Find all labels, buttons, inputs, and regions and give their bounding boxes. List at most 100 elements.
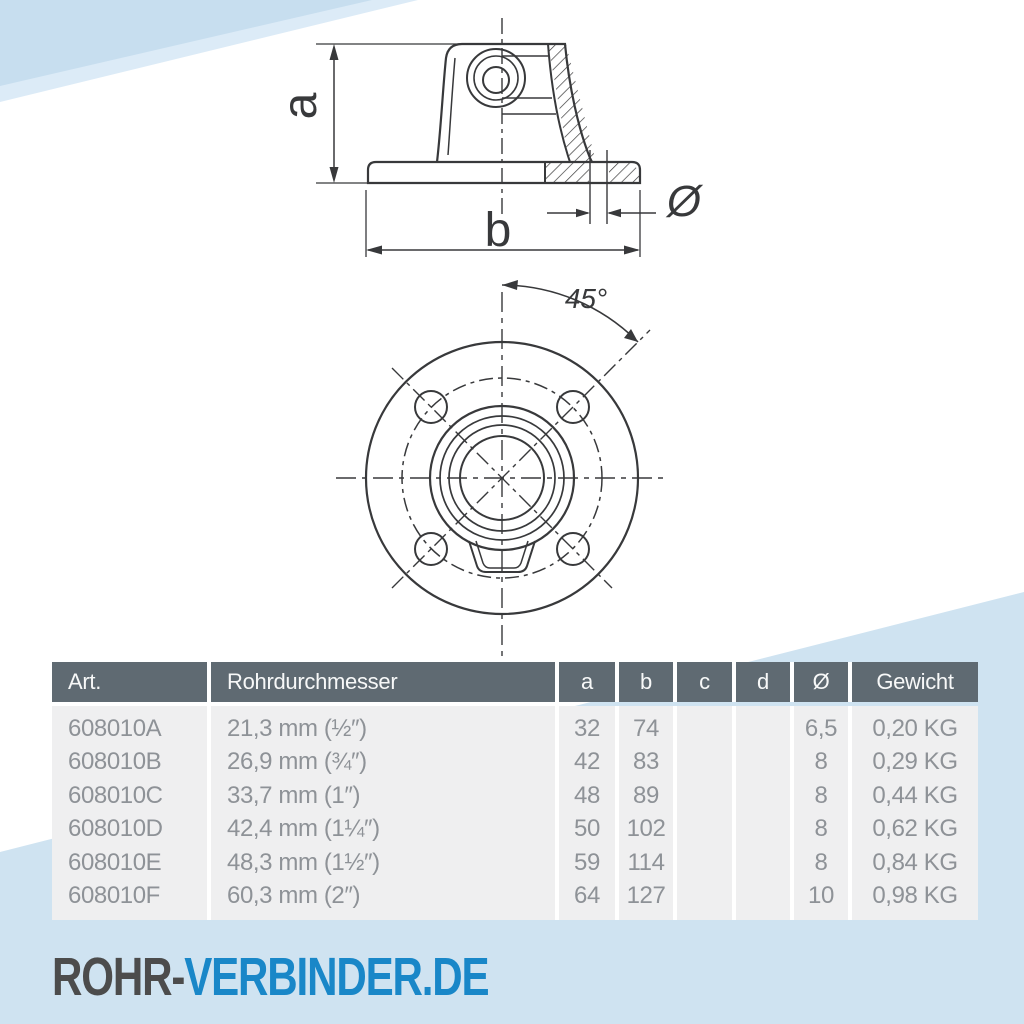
arrow-a-up <box>329 44 339 60</box>
angle-label: 45° <box>565 283 607 314</box>
top-view-drawing: 45° <box>336 280 668 658</box>
size-cell: 60,3 mm (2″) <box>227 882 361 910</box>
section-hatch-slab-left <box>545 163 589 182</box>
spec-table-header: Art. Rohrdurchmesser a b c d Ø Gewicht <box>52 662 978 702</box>
dia-cell: 8 <box>814 748 828 776</box>
column-header-c: c <box>677 662 732 702</box>
side-view-drawing: a b Ø <box>274 18 704 257</box>
column-a: 32 42 48 50 59 64 <box>559 706 615 920</box>
column-header-gewicht: Gewicht <box>852 662 978 702</box>
d-cell <box>736 746 790 780</box>
art-cell: 608010B <box>68 748 162 776</box>
slot-inner-line <box>475 540 529 569</box>
column-header-art: Art. <box>52 662 207 702</box>
a-cell: 48 <box>574 781 600 809</box>
weight-cell: 0,29 KG <box>872 748 958 776</box>
column-c <box>677 706 732 920</box>
b-cell: 89 <box>633 781 659 809</box>
size-cell: 42,4 mm (1¼″) <box>227 815 380 843</box>
eye-hole-arc <box>482 66 510 94</box>
arrow-b-right <box>624 245 640 255</box>
logo: ROHR-VERBINDER.DE <box>52 946 490 1007</box>
c-cell <box>677 880 732 914</box>
a-cell: 50 <box>574 815 600 843</box>
socket-inner-right-wall <box>547 43 571 163</box>
dia-cell: 10 <box>808 882 834 910</box>
dim-label-b: b <box>485 204 512 257</box>
art-cell: 608010C <box>68 781 163 809</box>
dim-label-a: a <box>274 92 327 119</box>
dia-cell: 8 <box>814 848 828 876</box>
arrow-dia-right <box>607 208 621 218</box>
column-header-b: b <box>619 662 673 702</box>
size-cell: 26,9 mm (¾″) <box>227 748 367 776</box>
column-dia: 6,5 8 8 8 8 10 <box>794 706 848 920</box>
flange-base-outline <box>366 160 642 185</box>
eye-mid-arc <box>473 55 519 101</box>
c-cell <box>677 846 732 880</box>
a-cell: 32 <box>574 714 600 742</box>
bolt-hole-bottom-left <box>414 532 448 566</box>
section-hatch-slab-right <box>609 163 639 182</box>
size-cell: 33,7 mm (1″) <box>227 781 361 809</box>
column-header-dia: Ø <box>794 662 848 702</box>
bolt-hole-top-right <box>556 390 590 424</box>
column-header-d: d <box>736 662 790 702</box>
arrow-dia-left <box>576 208 590 218</box>
socket-boss-outline <box>435 42 593 163</box>
slot-outline <box>468 540 536 573</box>
a-cell: 59 <box>574 848 600 876</box>
column-header-a: a <box>559 662 615 702</box>
eye-outer-arc <box>466 48 526 108</box>
column-size: 21,3 mm (½″) 26,9 mm (¾″) 33,7 mm (1″) 4… <box>211 706 555 920</box>
angle-dim-arc <box>501 284 639 343</box>
logo-verbinder: VERBINDER.DE <box>184 947 489 1007</box>
b-cell: 74 <box>633 714 659 742</box>
column-b: 74 83 89 102 114 127 <box>619 706 673 920</box>
arrow-a-down <box>329 167 339 183</box>
d-cell <box>736 880 790 914</box>
size-cell: 21,3 mm (½″) <box>227 714 367 742</box>
c-cell <box>677 779 732 813</box>
section-hatch-wall <box>548 44 596 162</box>
c-cell <box>677 813 732 847</box>
diagonal-centerline-ne <box>391 329 651 589</box>
dia-cell: 8 <box>814 815 828 843</box>
art-cell: 608010F <box>68 882 160 910</box>
weight-cell: 0,62 KG <box>872 815 958 843</box>
bolt-hole-top-left <box>414 390 448 424</box>
arrow-b-left <box>366 245 382 255</box>
weight-cell: 0,84 KG <box>872 848 958 876</box>
column-art: 608010A 608010B 608010C 608010D 608010E … <box>52 706 207 920</box>
b-cell: 83 <box>633 748 659 776</box>
weight-cell: 0,20 KG <box>872 714 958 742</box>
arrow-angle-top <box>502 280 518 290</box>
dim-label-dia: Ø <box>665 177 704 226</box>
a-cell: 42 <box>574 748 600 776</box>
art-cell: 608010E <box>68 848 162 876</box>
d-cell <box>736 846 790 880</box>
a-cell: 64 <box>574 882 600 910</box>
c-cell <box>677 746 732 780</box>
art-cell: 608010A <box>68 714 162 742</box>
weight-cell: 0,44 KG <box>872 781 958 809</box>
column-header-rohrdurchmesser: Rohrdurchmesser <box>211 662 555 702</box>
d-cell <box>736 712 790 746</box>
column-weight: 0,20 KG 0,29 KG 0,44 KG 0,62 KG 0,84 KG … <box>852 706 978 920</box>
b-cell: 127 <box>626 882 666 910</box>
size-cell: 48,3 mm (1½″) <box>227 848 380 876</box>
dia-cell: 8 <box>814 781 828 809</box>
arrow-angle-diag <box>624 329 638 342</box>
art-cell: 608010D <box>68 815 163 843</box>
socket-inner-left-contour <box>447 57 456 156</box>
weight-cell: 0,98 KG <box>872 882 958 910</box>
c-cell <box>677 712 732 746</box>
d-cell <box>736 813 790 847</box>
b-cell: 114 <box>627 848 665 876</box>
spec-table-body: 608010A 608010B 608010C 608010D 608010E … <box>52 706 978 920</box>
logo-rohr: ROHR- <box>52 947 185 1007</box>
d-cell <box>736 779 790 813</box>
bolt-hole-bottom-right <box>556 532 590 566</box>
b-cell: 102 <box>626 815 666 843</box>
column-d <box>736 706 790 920</box>
